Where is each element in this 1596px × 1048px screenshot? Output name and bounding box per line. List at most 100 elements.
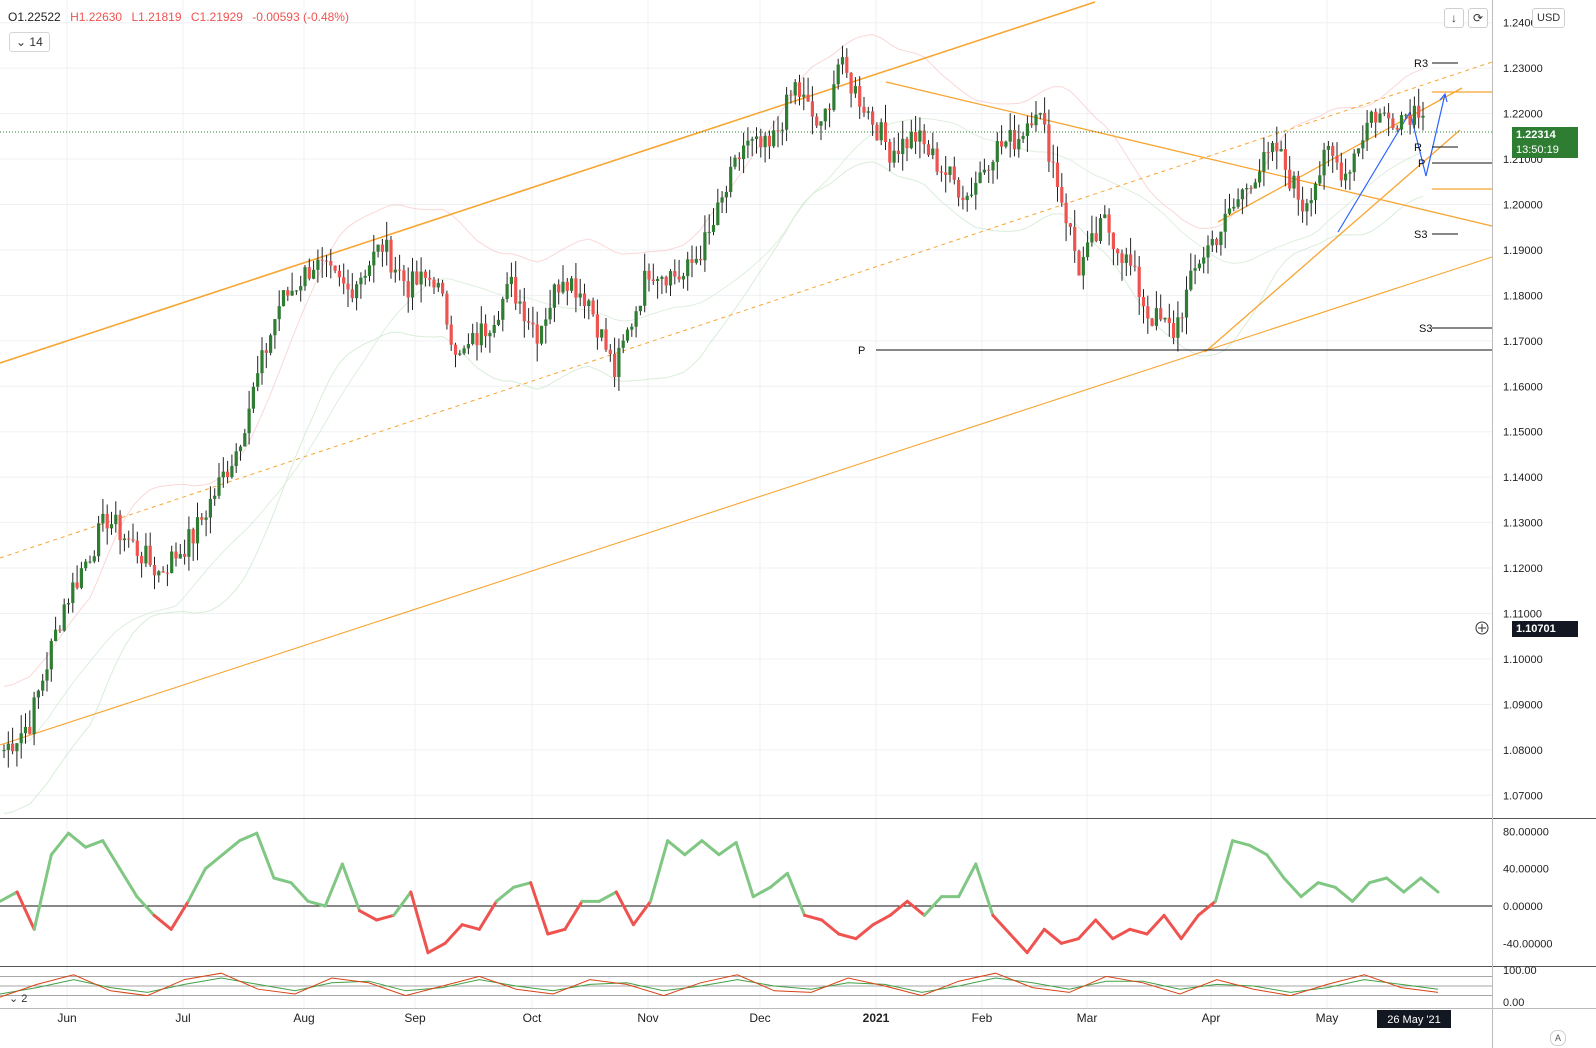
cci-segment [1196,899,1217,917]
candle-body [1060,187,1064,203]
candle-body [1249,187,1253,189]
candle-body [1094,233,1098,242]
candle-body [759,136,763,148]
candle-body [441,282,445,294]
candle-body [1000,141,1004,147]
candle-body [264,350,268,353]
cci-segment [991,913,1012,936]
price-tick-label: 1.12000 [1503,563,1543,575]
candle-body [613,354,617,378]
indicator-period-toggle[interactable]: ⌄ 14 [9,32,50,52]
candle-body [1412,105,1416,125]
currency-button[interactable]: USD [1532,8,1566,28]
stoch-indicator-toggle[interactable]: ⌄ 2 [9,992,27,1005]
candle-body [1116,249,1120,254]
candle-body [290,290,294,296]
candle-body [165,572,169,574]
cci-segment [1145,913,1166,936]
candle-body [1038,113,1042,115]
cci-segment [957,862,978,899]
cci-segment [1042,927,1063,945]
candle-body [346,283,350,290]
candle-body [152,564,157,576]
price-tick-label: 1.11000 [1503,609,1542,621]
price-overlay [0,131,1492,635]
candle-body [978,172,982,183]
countdown-label: 13:50:19 [1512,142,1578,158]
r3-level-label: R3 [1414,58,1428,70]
candle-body [307,267,311,279]
candle-body [952,166,956,180]
candle-body [1025,123,1029,136]
candle-body [828,108,832,110]
candle-body [926,144,931,156]
candle-body [1150,318,1154,326]
candle-body [780,129,784,131]
rising-channel-upper [1217,87,1463,223]
candle-body [1051,161,1055,163]
candle-body [286,290,290,296]
refresh-button[interactable]: ⟳ [1468,8,1488,28]
candle-body [432,279,436,288]
cci-segment [1248,843,1269,857]
candle-body [1133,265,1137,267]
candle-body [802,94,806,97]
cci-segment [1162,913,1183,941]
cci-segment [1025,927,1046,955]
candle-body [1064,202,1068,224]
candle-body [853,86,857,94]
price-tick-label: 1.14000 [1503,472,1543,484]
cci-segment [392,890,413,917]
last-price-label: 1.22314 [1512,127,1578,143]
candle-body [535,324,539,344]
price-tick-label: 1.22000 [1503,109,1543,121]
candle-body [58,629,62,631]
candle-body [49,641,53,670]
candle-body [312,269,316,279]
ohlc-close: C1.21929 [190,10,243,24]
price-tick-label: 1.09000 [1503,699,1543,711]
cursor-date-label: 26 May '21 [1387,1014,1440,1026]
candle-body [1322,149,1326,176]
candle-body [832,84,836,110]
cci-segment [443,923,464,945]
candle-body [1073,226,1077,251]
cci-segment [854,923,875,941]
candle-body [453,344,458,355]
candle-body [1417,105,1421,118]
candle-body [785,94,789,130]
candle-body [965,195,969,201]
candle-body [630,326,634,330]
candle-body [393,269,397,273]
candle-body [621,340,625,348]
candle-body [1258,171,1262,183]
candle-body [1391,118,1395,129]
upper-channel-line [0,1,1096,364]
candle-body [1077,250,1081,276]
candle-body [183,553,187,557]
candle-body [1219,231,1223,246]
price-tick-label: 1.18000 [1503,290,1543,302]
auto-scale-button[interactable]: A [1550,1030,1566,1046]
candle-body [625,329,630,341]
time-tick-label: Apr [1202,1011,1221,1025]
cci-segment [1077,918,1098,941]
candle-body [931,148,935,156]
candle-body [140,555,144,564]
candle-body [776,130,780,132]
candle-body [1137,266,1141,297]
cci-segment [529,881,550,936]
cci-segment [15,890,36,931]
cci-segment [1179,913,1200,941]
candle-body [213,495,217,499]
candle-body [1283,149,1287,170]
candle-body [1232,206,1236,209]
candle-body [109,524,114,529]
candle-body [1129,254,1133,266]
download-button[interactable]: ↓ [1444,8,1464,28]
candle-body [815,116,819,126]
cci-segment [340,862,361,913]
ohlc-high: H1.22630 [70,10,123,24]
candle-body [694,258,698,263]
